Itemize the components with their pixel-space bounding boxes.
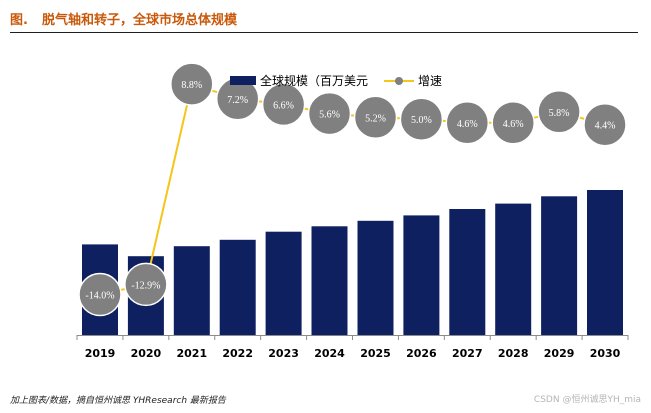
growth-marker-2029: [537, 90, 581, 134]
bar-2030: [587, 190, 623, 335]
growth-label-2026: 5.0%: [411, 115, 432, 126]
legend-bar-swatch: [230, 76, 256, 85]
figure-title: 脱气轴和转子，全球市场总体规模: [41, 13, 237, 28]
legend: 全球规模（百万美元 增速: [230, 73, 442, 88]
growth-label-2025: 5.2%: [365, 113, 386, 124]
x-tick-label-2023: 2023: [268, 347, 299, 360]
marker-layer: -14.0% -12.9% 8.8% 7.2% 6.6% 5.6% 5.2% 5.0% 4.6%…: [78, 62, 627, 317]
x-tick-label-2019: 2019: [85, 347, 116, 360]
x-tick-label-2028: 2028: [498, 347, 529, 360]
x-tick-label-2026: 2026: [406, 347, 437, 360]
bar-2023: [265, 231, 302, 335]
source-note: 加上图表/数据，摘自恒州诚思 YHResearch 最新报告: [10, 396, 226, 406]
title-divider: [10, 32, 638, 33]
growth-marker-2021: [170, 62, 214, 106]
x-tick-label-2024: 2024: [314, 347, 345, 360]
growth-label-2023: 6.6%: [273, 100, 294, 111]
growth-label-2028: 4.6%: [503, 119, 524, 130]
growth-marker-2023: [261, 82, 306, 127]
growth-label-2019: -14.0%: [85, 291, 114, 302]
legend-bar-label: 全球规模（百万美元: [260, 73, 368, 88]
bar-2027: [449, 209, 486, 335]
x-tick-label-2030: 2030: [590, 347, 621, 360]
chart-title: 图. 脱气轴和转子，全球市场总体规模: [10, 9, 237, 28]
bar-2021: [173, 246, 210, 335]
x-tick-label-2029: 2029: [544, 347, 575, 360]
growth-marker-2026: [399, 97, 444, 141]
bar-2028: [495, 203, 532, 335]
growth-marker-2028: [491, 101, 535, 145]
axis-layer: [76, 335, 629, 340]
growth-marker-2027: [445, 101, 490, 145]
x-tick-label-2027: 2027: [452, 347, 483, 360]
growth-label-2024: 5.6%: [319, 110, 340, 121]
x-tick-label-2021: 2021: [176, 347, 207, 360]
x-tick-label-2020: 2020: [131, 347, 162, 360]
bar-2025: [357, 220, 394, 335]
growth-label-2030: 4.4%: [595, 121, 616, 132]
growth-label-2022: 7.2%: [227, 95, 248, 106]
watermark: CSDN @恒州诚思YH_mia: [533, 395, 641, 405]
growth-marker-2030: [583, 102, 627, 147]
growth-marker-2024: [307, 91, 352, 136]
figure-label: 图.: [10, 13, 28, 28]
bar-2024: [311, 226, 348, 336]
growth-label-2021: 8.8%: [181, 80, 202, 91]
x-tick-label-2022: 2022: [222, 347, 253, 360]
growth-label-2029: 5.8%: [549, 108, 570, 119]
bar-2026: [403, 215, 440, 335]
bar-2029: [541, 196, 578, 335]
legend-line-label: 增速: [418, 74, 442, 88]
growth-marker-2025: [353, 95, 398, 140]
growth-label-2027: 4.6%: [457, 119, 478, 130]
bar-2022: [219, 239, 256, 335]
x-tick-label-2025: 2025: [360, 347, 391, 360]
legend-line-marker: [395, 77, 403, 85]
growth-marker-2019: [78, 272, 122, 317]
growth-marker-2020: [124, 262, 168, 307]
growth-label-2020: -12.9%: [131, 280, 160, 291]
tick-layer: 2019 2020 2021 2022 2023 2024 2025 2026 2027 2028…: [85, 347, 621, 360]
